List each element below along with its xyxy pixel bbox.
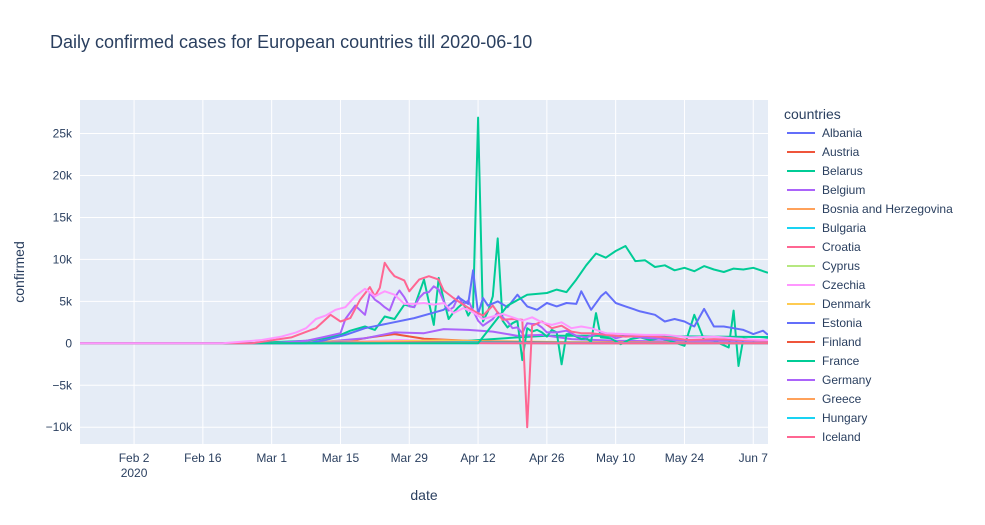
x-axis-title: date: [410, 487, 437, 503]
series-line-estonia-hi[interactable]: [80, 269, 768, 345]
x-tick-label: Mar 15: [322, 451, 360, 465]
legend-label: Hungary: [822, 411, 867, 425]
legend-label: Bosnia and Herzegovina: [822, 202, 953, 216]
x-tick-year-label: 2020: [121, 466, 148, 480]
series-lines: [80, 116, 768, 429]
y-axis-ticks: 25k 20k 15k 10k 5k 0 −5k −10k: [46, 127, 73, 435]
x-tick-label: Apr 12: [460, 451, 496, 465]
gridlines: [80, 100, 768, 444]
legend-label: Albania: [822, 126, 862, 140]
legend-item[interactable]: Germany: [787, 373, 871, 387]
y-tick-label: −10k: [46, 420, 73, 434]
legend-title: countries: [784, 106, 841, 122]
y-tick-label: 15k: [53, 210, 73, 224]
legend-item[interactable]: Greece: [787, 392, 862, 406]
legend-label: France: [822, 354, 860, 368]
legend-item[interactable]: Estonia: [787, 316, 862, 330]
y-tick-label: −5k: [52, 378, 73, 392]
legend-item[interactable]: Hungary: [787, 411, 867, 425]
y-tick-label: 25k: [53, 127, 73, 141]
y-tick-label: 0: [65, 336, 72, 350]
legend-item[interactable]: France: [787, 354, 860, 368]
x-tick-label: May 10: [596, 451, 636, 465]
legend: countries Albania Austria Belarus Belgium Bo…: [784, 106, 953, 444]
y-tick-label: 20k: [53, 169, 73, 183]
x-tick-label: Jun 7: [739, 451, 769, 465]
legend-label: Belgium: [822, 183, 865, 197]
legend-label: Germany: [822, 373, 871, 387]
y-tick-label: 10k: [53, 252, 73, 266]
x-tick-label: Mar 29: [391, 451, 429, 465]
legend-label: Austria: [822, 145, 860, 159]
legend-item[interactable]: Albania: [787, 126, 862, 140]
legend-label: Estonia: [822, 316, 862, 330]
legend-label: Croatia: [822, 240, 861, 254]
legend-item[interactable]: Belarus: [787, 164, 863, 178]
legend-item[interactable]: Austria: [787, 145, 860, 159]
legend-label: Belarus: [822, 164, 863, 178]
series-line-czechia-hi[interactable]: [80, 287, 768, 345]
x-tick-label: Apr 26: [529, 451, 565, 465]
series-line-croatia-hi[interactable]: [80, 261, 768, 429]
x-tick-label: Mar 1: [256, 451, 287, 465]
y-axis-title: confirmed: [11, 241, 27, 302]
legend-item[interactable]: Cyprus: [787, 259, 860, 273]
legend-item[interactable]: Belgium: [787, 183, 865, 197]
legend-item[interactable]: Bulgaria: [787, 221, 866, 235]
x-tick-label: Feb 16: [184, 451, 222, 465]
legend-label: Greece: [822, 392, 862, 406]
series-line-germany[interactable]: [80, 285, 768, 345]
series-line-france-hi[interactable]: [80, 245, 768, 345]
y-tick-label: 5k: [59, 294, 73, 308]
x-tick-label: Feb 2: [119, 451, 150, 465]
legend-label: Bulgaria: [822, 221, 866, 235]
legend-label: Iceland: [822, 430, 861, 444]
legend-item[interactable]: Bosnia and Herzegovina: [787, 202, 953, 216]
legend-label: Czechia: [822, 278, 866, 292]
legend-item[interactable]: Iceland: [787, 430, 861, 444]
legend-label: Cyprus: [822, 259, 860, 273]
legend-item[interactable]: Finland: [787, 335, 861, 349]
legend-label: Denmark: [822, 297, 872, 311]
x-tick-label: May 24: [665, 451, 705, 465]
chart-title: Daily confirmed cases for European count…: [50, 32, 533, 52]
legend-label: Finland: [822, 335, 861, 349]
plot-area: [80, 100, 768, 444]
legend-item[interactable]: Croatia: [787, 240, 861, 254]
legend-item[interactable]: Denmark: [787, 297, 872, 311]
legend-item[interactable]: Czechia: [787, 278, 866, 292]
